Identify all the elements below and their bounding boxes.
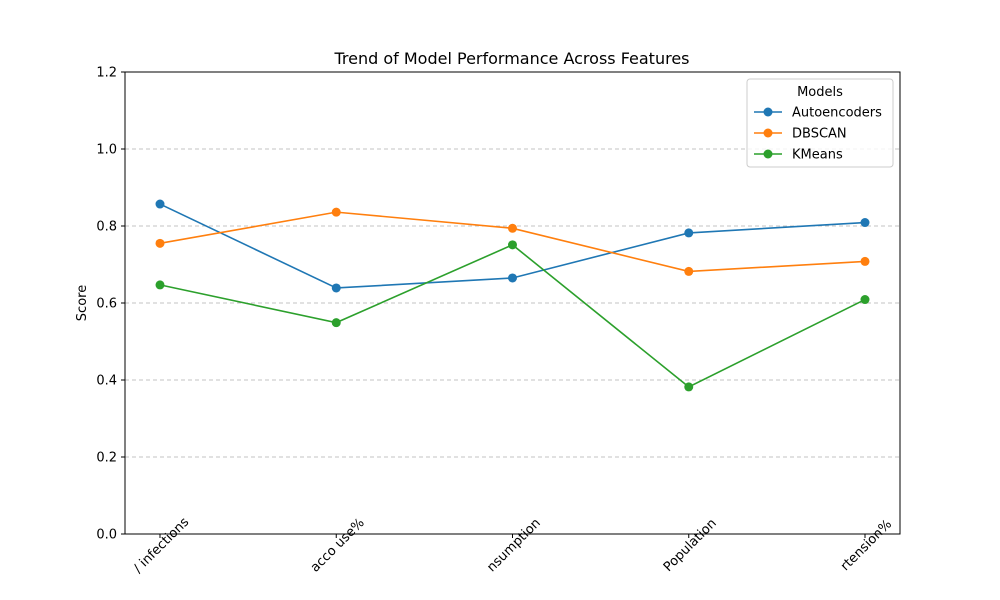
x-tick-label: Population (661, 516, 720, 575)
data-point-dbscan (155, 238, 165, 248)
data-point-dbscan (860, 256, 870, 266)
y-tick-label: 0.8 (96, 220, 117, 235)
legend-marker-kmeans (763, 149, 773, 159)
y-tick-label: 0.6 (96, 297, 117, 312)
data-point-autoencoders (155, 199, 165, 209)
y-tick-label: 0.4 (96, 374, 117, 389)
data-point-autoencoders (684, 228, 694, 238)
x-tick-label: rtension% (838, 517, 895, 574)
y-tick-label: 1.2 (96, 66, 117, 81)
data-point-kmeans (508, 240, 517, 250)
data-point-dbscan (684, 266, 694, 276)
x-axis: / infections acco use% nsumption Population… (131, 515, 895, 577)
data-point-autoencoders (331, 283, 341, 293)
legend-label: KMeans (792, 148, 843, 163)
y-axis-label: Score (75, 285, 90, 321)
x-tick-label: acco use% (308, 516, 368, 576)
y-axis: 0.0 0.2 0.4 0.6 0.8 1.0 1.2 (96, 66, 125, 543)
data-point-dbscan (508, 223, 517, 233)
data-point-dbscan (331, 207, 341, 217)
data-point-autoencoders (860, 218, 870, 228)
series-line-kmeans (159, 243, 866, 388)
data-point-kmeans (684, 382, 694, 392)
data-point-kmeans (331, 318, 341, 328)
legend-title: Models (797, 85, 843, 100)
series-layer (155, 199, 870, 392)
y-tick-label: 0.2 (96, 451, 117, 466)
data-point-kmeans (860, 295, 870, 305)
legend-marker-dbscan (763, 128, 773, 138)
legend-marker-autoencoders (763, 107, 773, 117)
legend-label: Autoencoders (792, 106, 882, 121)
data-point-autoencoders (508, 273, 517, 283)
legend: Models Autoencoders DBSCAN KMeans (746, 78, 894, 168)
legend-label: DBSCAN (792, 127, 847, 142)
y-tick-label: 0.0 (96, 528, 117, 543)
x-tick-label: / infections (131, 515, 193, 577)
y-tick-label: 1.0 (96, 143, 117, 158)
chart-title: Trend of Model Performance Across Featur… (333, 49, 689, 68)
data-point-kmeans (155, 280, 165, 290)
x-tick-label: nsumption (484, 516, 543, 575)
legend-box (746, 78, 894, 168)
